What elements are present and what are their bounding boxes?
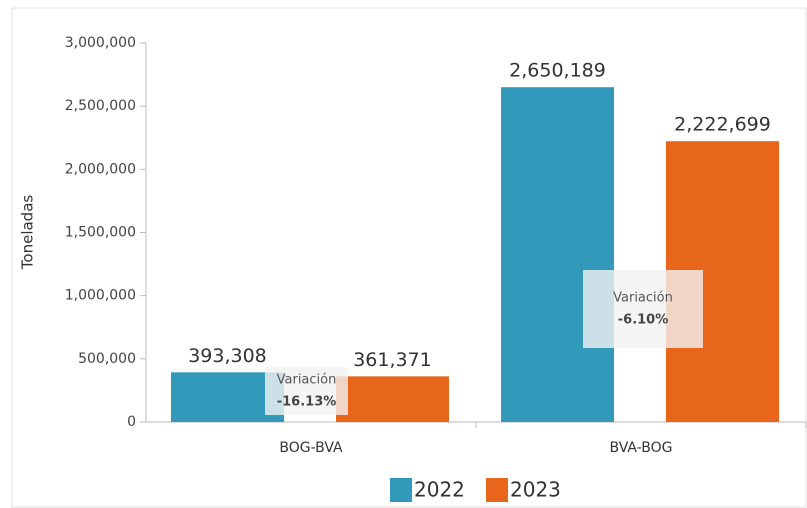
annotation-box (265, 367, 348, 415)
value-label: 2,650,189 (509, 60, 606, 82)
legend-swatch (486, 478, 508, 502)
annotation-text: -6.10% (618, 313, 669, 328)
bar (336, 376, 449, 422)
annotation-title: Variación (277, 373, 337, 388)
frame (11, 7, 807, 508)
value-label: 361,371 (353, 349, 432, 371)
annotation-box (583, 270, 703, 348)
y-tick-label: 1,000,000 (65, 288, 136, 304)
y-tick-label: 0 (127, 414, 136, 430)
x-tick-label: BOG-BVA (279, 440, 343, 456)
y-tick-label: 3,000,000 (65, 35, 136, 51)
legend-label: 2023 (510, 478, 561, 502)
legend-swatch (390, 478, 412, 502)
legend-label: 2022 (414, 478, 465, 502)
annotation-text: -16.13% (277, 395, 337, 410)
y-axis-title: Toneladas (19, 195, 37, 271)
x-tick-label: BVA-BOG (610, 440, 673, 456)
y-tick-label: 2,500,000 (65, 98, 136, 114)
y-tick-label: 1,500,000 (65, 225, 136, 241)
y-tick-label: 500,000 (78, 351, 136, 367)
annotation-title: Variación (613, 291, 673, 306)
bar (501, 87, 614, 423)
value-label: 2,222,699 (674, 114, 771, 136)
value-label: 393,308 (188, 345, 267, 367)
y-tick-label: 2,000,000 (65, 161, 136, 177)
